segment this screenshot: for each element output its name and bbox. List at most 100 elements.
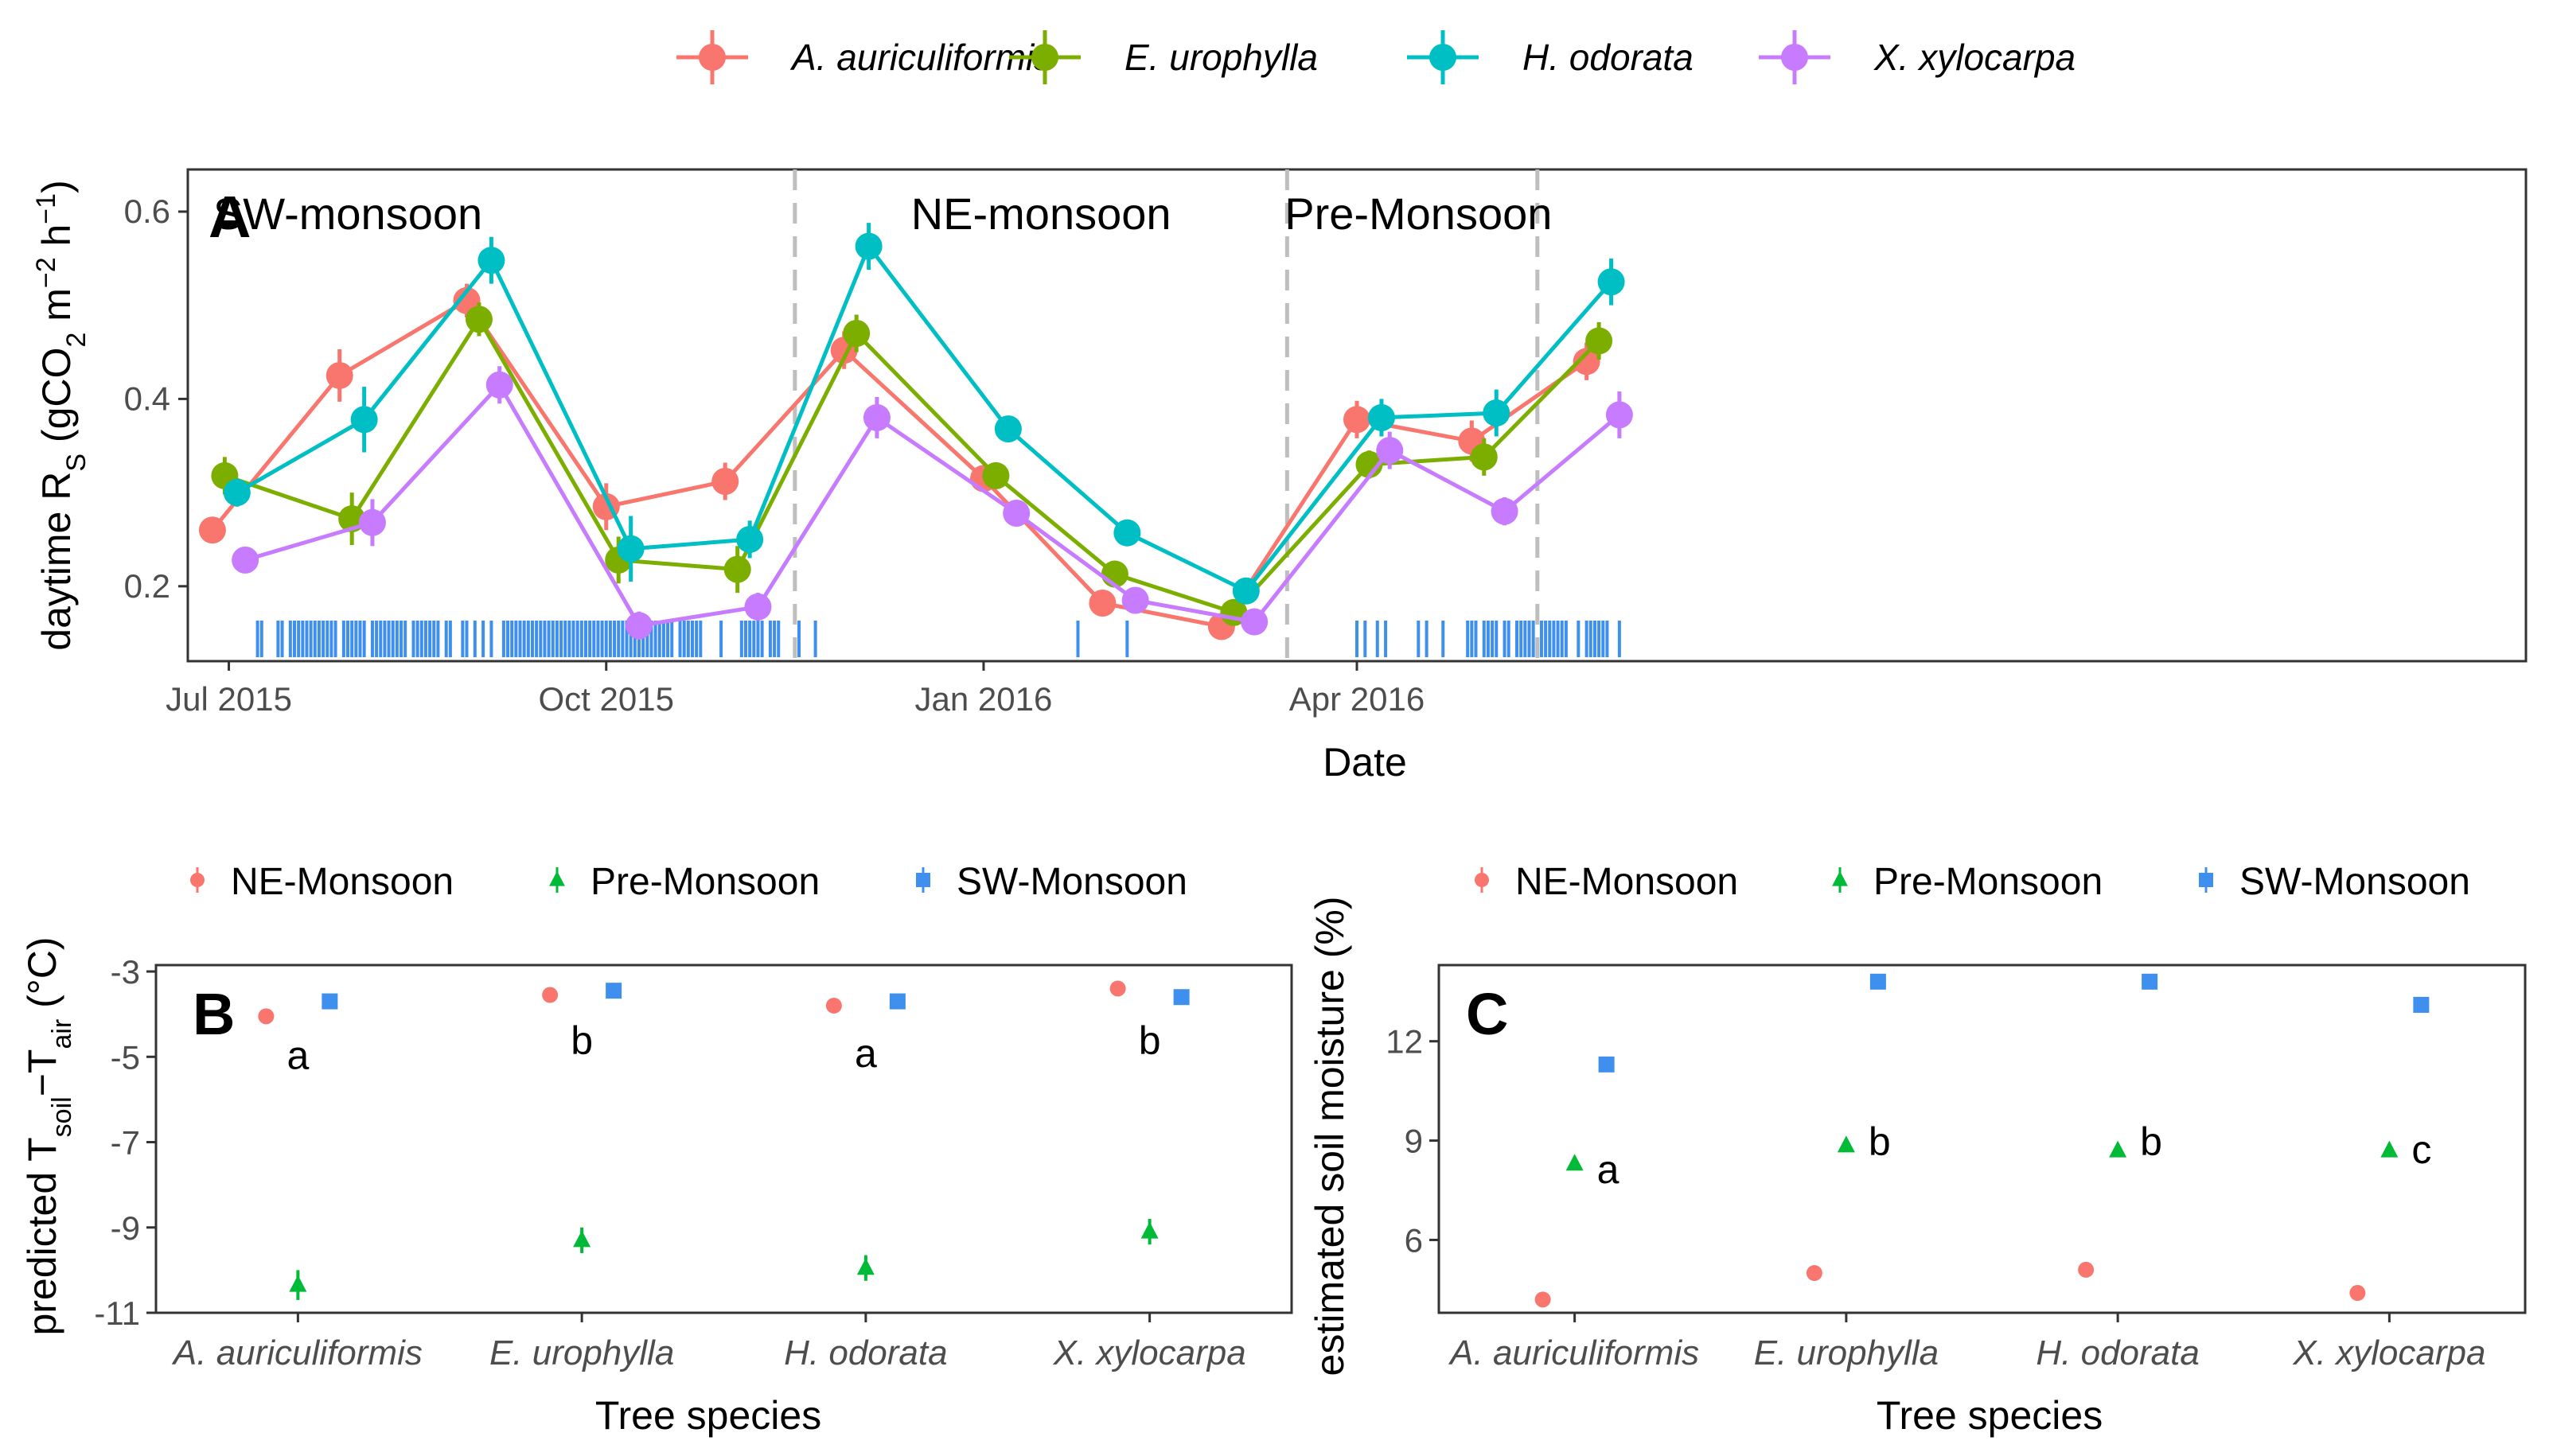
- data-point: [325, 361, 353, 389]
- data-point: [606, 983, 622, 999]
- significance-letter: b: [1139, 1018, 1161, 1063]
- legend-marker-ne-monsoon: [1475, 873, 1489, 887]
- data-point: [825, 997, 842, 1014]
- panel-label-b: B: [193, 981, 235, 1047]
- x-axis-title: Tree species: [1877, 1393, 2103, 1438]
- x-axis-title: Date: [1323, 740, 1407, 784]
- x-tick-label-x-xylocarpa: X. xylocarpa: [2292, 1333, 2485, 1372]
- series-x-xylocarpa: [232, 366, 1633, 640]
- species-series: [198, 223, 1633, 640]
- y-tick-label: -11: [94, 1294, 140, 1332]
- data-point: [358, 508, 386, 536]
- season-label-sw-monsoon: SW-monsoon: [213, 189, 482, 239]
- legend-marker-a-auriculiformis: [699, 44, 726, 71]
- season-points: [1534, 973, 2430, 1308]
- data-point: [1355, 450, 1383, 478]
- data-point: [232, 546, 259, 574]
- series-line-h-odorata: [236, 244, 1613, 594]
- date-rug: [255, 621, 1621, 657]
- legend-entry-x-xylocarpa: X. xylocarpa: [1759, 30, 2076, 84]
- panel-label-c: C: [1466, 981, 1508, 1047]
- data-point: [1089, 590, 1117, 617]
- data-point: [1367, 403, 1395, 431]
- season-label-pre-monsoon: Pre-Monsoon: [1284, 189, 1552, 239]
- data-point: [994, 415, 1022, 443]
- data-point: [465, 306, 493, 333]
- legend-label-sw-monsoon: SW-Monsoon: [957, 861, 1187, 903]
- data-point: [2078, 1261, 2095, 1278]
- data-point: [617, 535, 645, 563]
- x-tick-label-e-urophylla: E. urophylla: [489, 1333, 674, 1372]
- data-point: [573, 1230, 591, 1248]
- data-point: [322, 993, 338, 1010]
- data-point: [1869, 973, 1886, 990]
- data-point: [350, 406, 378, 434]
- y-tick-label: 12: [1386, 1023, 1423, 1061]
- legend-marker-h-odorata: [1429, 44, 1456, 71]
- data-point: [1109, 980, 1126, 997]
- legend-entry-e-urophylla: E. urophylla: [1009, 30, 1318, 84]
- series-ne-monsoon: [258, 980, 1126, 1025]
- panel-c: NE-Monsoon Pre-Monsoon SW-Monsoon 6 9 12 A. …: [1308, 861, 2527, 1438]
- x-axis-title: Tree species: [595, 1393, 821, 1438]
- legend-entry-ne-monsoon: NE-Monsoon: [190, 861, 454, 903]
- data-point: [1232, 577, 1260, 605]
- x-tick-label-e-urophylla: E. urophylla: [1754, 1333, 1939, 1372]
- data-point: [1113, 519, 1141, 547]
- data-point: [856, 1258, 875, 1275]
- x-axis-ticks: Jul 2015 Oct 2015 Jan 2016 Apr 2016: [166, 661, 1425, 718]
- data-point: [1491, 497, 1518, 525]
- series-sw-monsoon: [1598, 973, 2430, 1073]
- legend-entry-sw-monsoon: SW-Monsoon: [916, 861, 1187, 903]
- legend-marker-x-xylocarpa: [1781, 44, 1808, 71]
- x-tick-label-a-auriculiformis: A. auriculiformis: [171, 1333, 423, 1372]
- significance-letter: a: [855, 1031, 877, 1076]
- legend-label-x-xylocarpa: X. xylocarpa: [1873, 37, 2076, 78]
- legend-label-ne-monsoon: NE-Monsoon: [231, 861, 454, 903]
- data-point: [744, 593, 772, 621]
- data-point: [1173, 989, 1190, 1006]
- series-sw-monsoon: [322, 983, 1190, 1010]
- data-point: [1585, 327, 1613, 355]
- data-point: [625, 612, 653, 640]
- significance-letter: c: [2411, 1127, 2431, 1172]
- panel-a: 0.2 0.4 0.6 Jul 2015 Oct 2015 Jan 2016 Apr 20…: [31, 168, 2528, 784]
- legend-entry-pre-monsoon: Pre-Monsoon: [549, 861, 820, 903]
- data-point: [1140, 1221, 1159, 1239]
- legend-label-a-auriculiformis: A. auriculiformis: [789, 37, 1052, 78]
- y-tick-label: -3: [111, 953, 140, 991]
- data-point: [723, 555, 751, 583]
- series-line-x-xylocarpa: [244, 383, 1621, 628]
- data-point: [2142, 973, 2158, 990]
- data-point: [542, 987, 559, 1003]
- panel-b: NE-Monsoon Pre-Monsoon SW-Monsoon -3 -5 -7 -9…: [20, 861, 1293, 1438]
- legend-marker-sw-monsoon: [916, 873, 930, 887]
- significance-letter: a: [286, 1034, 309, 1078]
- legend-entry-sw-monsoon: SW-Monsoon: [2199, 861, 2470, 903]
- legend-panel-c: NE-Monsoon Pre-Monsoon SW-Monsoon: [1475, 861, 2470, 903]
- data-point: [736, 525, 764, 553]
- y-axis-title: daytime RS (gCO2 m−2 h−1): [31, 180, 92, 650]
- data-point: [2380, 1140, 2399, 1158]
- x-axis-ticks: A. auriculiformis E. urophylla H. odorata X…: [171, 1313, 1246, 1372]
- x-tick-label: Jan 2016: [915, 680, 1053, 718]
- legend-marker-ne-monsoon: [190, 873, 205, 887]
- data-point: [289, 1275, 307, 1292]
- data-point: [855, 232, 883, 260]
- significance-letter: b: [2140, 1119, 2162, 1164]
- legend-entry-h-odorata: H. odorata: [1407, 30, 1694, 84]
- data-point: [1241, 608, 1269, 636]
- season-points: [258, 980, 1190, 1300]
- x-tick-label-x-xylocarpa: X. xylocarpa: [1053, 1333, 1246, 1372]
- legend-label-sw-monsoon: SW-Monsoon: [2239, 861, 2470, 903]
- y-tick-label: 9: [1405, 1123, 1423, 1160]
- y-tick-label: -7: [111, 1124, 140, 1162]
- data-point: [889, 993, 906, 1010]
- y-tick-label: 0.4: [124, 380, 170, 417]
- data-point: [1343, 406, 1370, 434]
- legend-entry-pre-monsoon: Pre-Monsoon: [1832, 861, 2103, 903]
- x-tick-label: Apr 2016: [1289, 680, 1425, 718]
- legend-panel-b: NE-Monsoon Pre-Monsoon SW-Monsoon: [190, 861, 1187, 903]
- data-point: [1573, 348, 1600, 376]
- y-tick-label: 0.2: [124, 567, 170, 605]
